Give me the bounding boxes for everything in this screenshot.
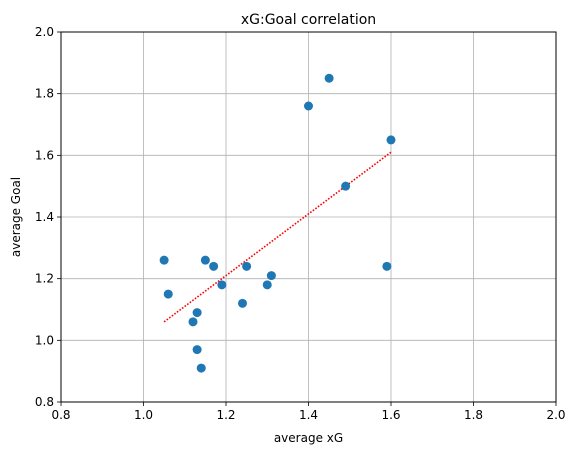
trendline-group — [163, 151, 392, 323]
y-axis-label: average Goal — [9, 177, 23, 257]
data-point — [196, 363, 206, 373]
data-point — [159, 255, 169, 265]
data-point — [192, 308, 202, 318]
data-point — [262, 280, 272, 290]
data-point — [188, 317, 198, 327]
data-point — [163, 289, 173, 299]
x-tick-label: 1.4 — [299, 408, 318, 422]
data-point — [386, 135, 396, 145]
data-point — [324, 73, 334, 83]
grid-lines — [60, 31, 557, 403]
data-point — [217, 280, 227, 290]
x-ticks: 0.8 1.0 1.2 1.4 1.6 1.8 2.0 — [51, 402, 566, 422]
y-tick-label: 1.8 — [35, 87, 54, 101]
x-axis-label: average xG — [274, 431, 343, 445]
data-point — [304, 101, 313, 111]
y-tick-label: 1.0 — [35, 333, 54, 347]
data-point — [242, 261, 252, 271]
y-tick-label: 1.2 — [35, 272, 54, 286]
x-tick-label: 1.0 — [134, 408, 153, 422]
trendline — [163, 151, 392, 323]
x-tick-label: 0.8 — [51, 408, 70, 422]
y-tick-label: 0.8 — [35, 395, 54, 409]
y-tick-label: 1.4 — [35, 210, 54, 224]
data-point — [266, 271, 276, 281]
chart-title: xG:Goal correlation — [241, 12, 376, 28]
data-point — [238, 298, 247, 308]
data-point — [341, 181, 351, 191]
scatter-points — [159, 73, 396, 373]
y-tick-label: 2.0 — [35, 25, 54, 39]
data-point — [382, 261, 392, 271]
x-tick-label: 1.6 — [381, 408, 400, 422]
x-tick-label: 1.8 — [464, 408, 483, 422]
y-tick-label: 1.6 — [35, 148, 54, 162]
data-point — [209, 261, 219, 271]
data-point — [192, 345, 202, 355]
y-ticks: 0.8 1.0 1.2 1.4 1.6 1.8 2.0 — [35, 25, 61, 409]
x-tick-label: 2.0 — [546, 408, 565, 422]
data-point — [200, 255, 210, 265]
x-tick-label: 1.2 — [216, 408, 235, 422]
